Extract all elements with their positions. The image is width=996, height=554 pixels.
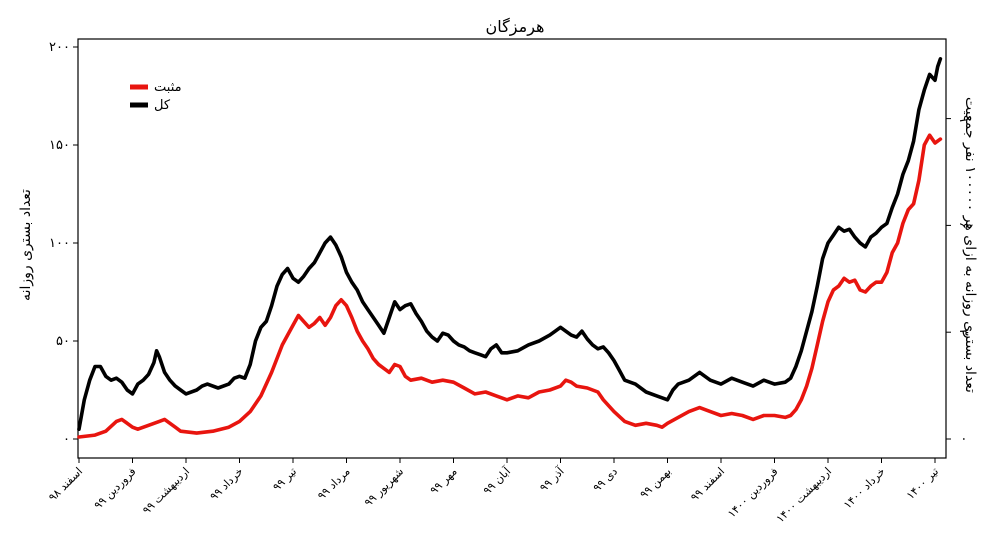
left-y-axis: ۰ ۵۰ ۱۰۰ ۱۵۰ ۲۰۰ [49,40,78,447]
right-y-tick-label: ۰ [956,436,971,443]
right-y-tick-label: ۳ [956,329,971,336]
right-y-tick-label: ۹ [956,115,971,122]
right-y-tick-label: ۶ [956,222,971,229]
legend: مثبت کل [130,80,182,113]
series-line-1 [77,57,943,431]
legend-label: کل [154,98,171,113]
left-axis-title: تعداد بستری روزانه [18,189,34,301]
plot-frame [77,38,947,459]
series-layer [77,57,943,439]
plot-border [77,38,947,459]
left-y-tick-label: ۱۰۰ [49,236,70,251]
left-y-tick-label: ۰ [63,432,70,447]
right-axis-title: تعداد بستری روزانه به ازای هر ۱۰۰۰۰۰ نفر… [962,97,978,393]
right-y-axis: ۰ ۳ ۶ ۹ [946,115,971,442]
left-y-tick-label: ۱۵۰ [49,138,70,153]
series-line-0 [77,133,943,439]
left-y-tick-label: ۵۰ [56,334,70,349]
legend-label: مثبت [154,80,182,95]
left-y-tick-label: ۲۰۰ [49,40,70,55]
chart-title: هرمزگان [486,17,545,37]
